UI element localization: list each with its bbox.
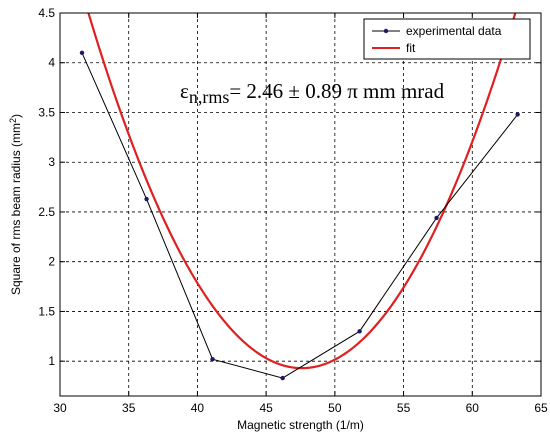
data-point bbox=[434, 215, 439, 221]
legend-label-experimental: experimental data bbox=[406, 24, 502, 38]
fit-curve bbox=[87, 13, 517, 370]
grid bbox=[60, 13, 541, 396]
fit-layer bbox=[87, 13, 517, 370]
legend-label-fit: fit bbox=[406, 41, 416, 55]
data-point bbox=[515, 112, 520, 117]
legend: experimental data fit bbox=[363, 18, 531, 60]
y-tick-label: 1 bbox=[48, 354, 55, 368]
data-point bbox=[79, 50, 85, 55]
y-tick-label: 2.5 bbox=[38, 205, 55, 219]
plot-frame bbox=[59, 12, 542, 397]
legend-box bbox=[363, 18, 531, 60]
x-tick-label: 45 bbox=[259, 401, 273, 415]
y-tick-label: 2 bbox=[48, 255, 55, 269]
legend-marker-experimental bbox=[383, 28, 389, 34]
annotation-value: = 2.46 ± 0.89 π mm mrad bbox=[229, 79, 444, 103]
emittance-annotation: εn,rms= 2.46 ± 0.89 π mm mrad bbox=[180, 79, 445, 107]
x-tick-label: 55 bbox=[397, 401, 411, 415]
x-tick-label: 30 bbox=[53, 401, 67, 415]
y-tick-label: 4 bbox=[48, 56, 55, 70]
data-point bbox=[280, 375, 285, 381]
y-tick-label: 3.5 bbox=[38, 105, 55, 119]
plot-background bbox=[60, 13, 541, 396]
x-tick-label: 40 bbox=[191, 401, 205, 415]
y-tick-label: 1.5 bbox=[38, 304, 55, 318]
y-tick-label: 3 bbox=[48, 155, 55, 169]
x-tick-label: 50 bbox=[328, 401, 342, 415]
x-tick-label: 60 bbox=[466, 401, 480, 415]
y-axis-label-main: Square of rms beam radius (mm bbox=[9, 123, 23, 295]
x-tick-label: 65 bbox=[534, 401, 548, 415]
y-axis-label: Square of rms beam radius (mm2) bbox=[8, 114, 23, 295]
annotation-subscript: n,rms bbox=[189, 87, 230, 107]
annotation-symbol: ε bbox=[180, 79, 189, 103]
y-tick-label: 4.5 bbox=[38, 6, 55, 20]
data-point bbox=[357, 329, 362, 334]
x-axis-label: Magnetic strength (1/m) bbox=[237, 418, 364, 432]
data-point bbox=[144, 196, 149, 202]
data-layer bbox=[79, 50, 520, 381]
ticks: 30 35 40 45 50 55 60 65 1 1.5 2 2.5 3 3.5 4 4.5 bbox=[38, 6, 548, 415]
data-point bbox=[210, 356, 215, 362]
y-axis-label-end: ) bbox=[9, 114, 23, 118]
x-tick-label: 35 bbox=[122, 401, 136, 415]
y-axis-label-superscript: 2 bbox=[8, 118, 18, 123]
